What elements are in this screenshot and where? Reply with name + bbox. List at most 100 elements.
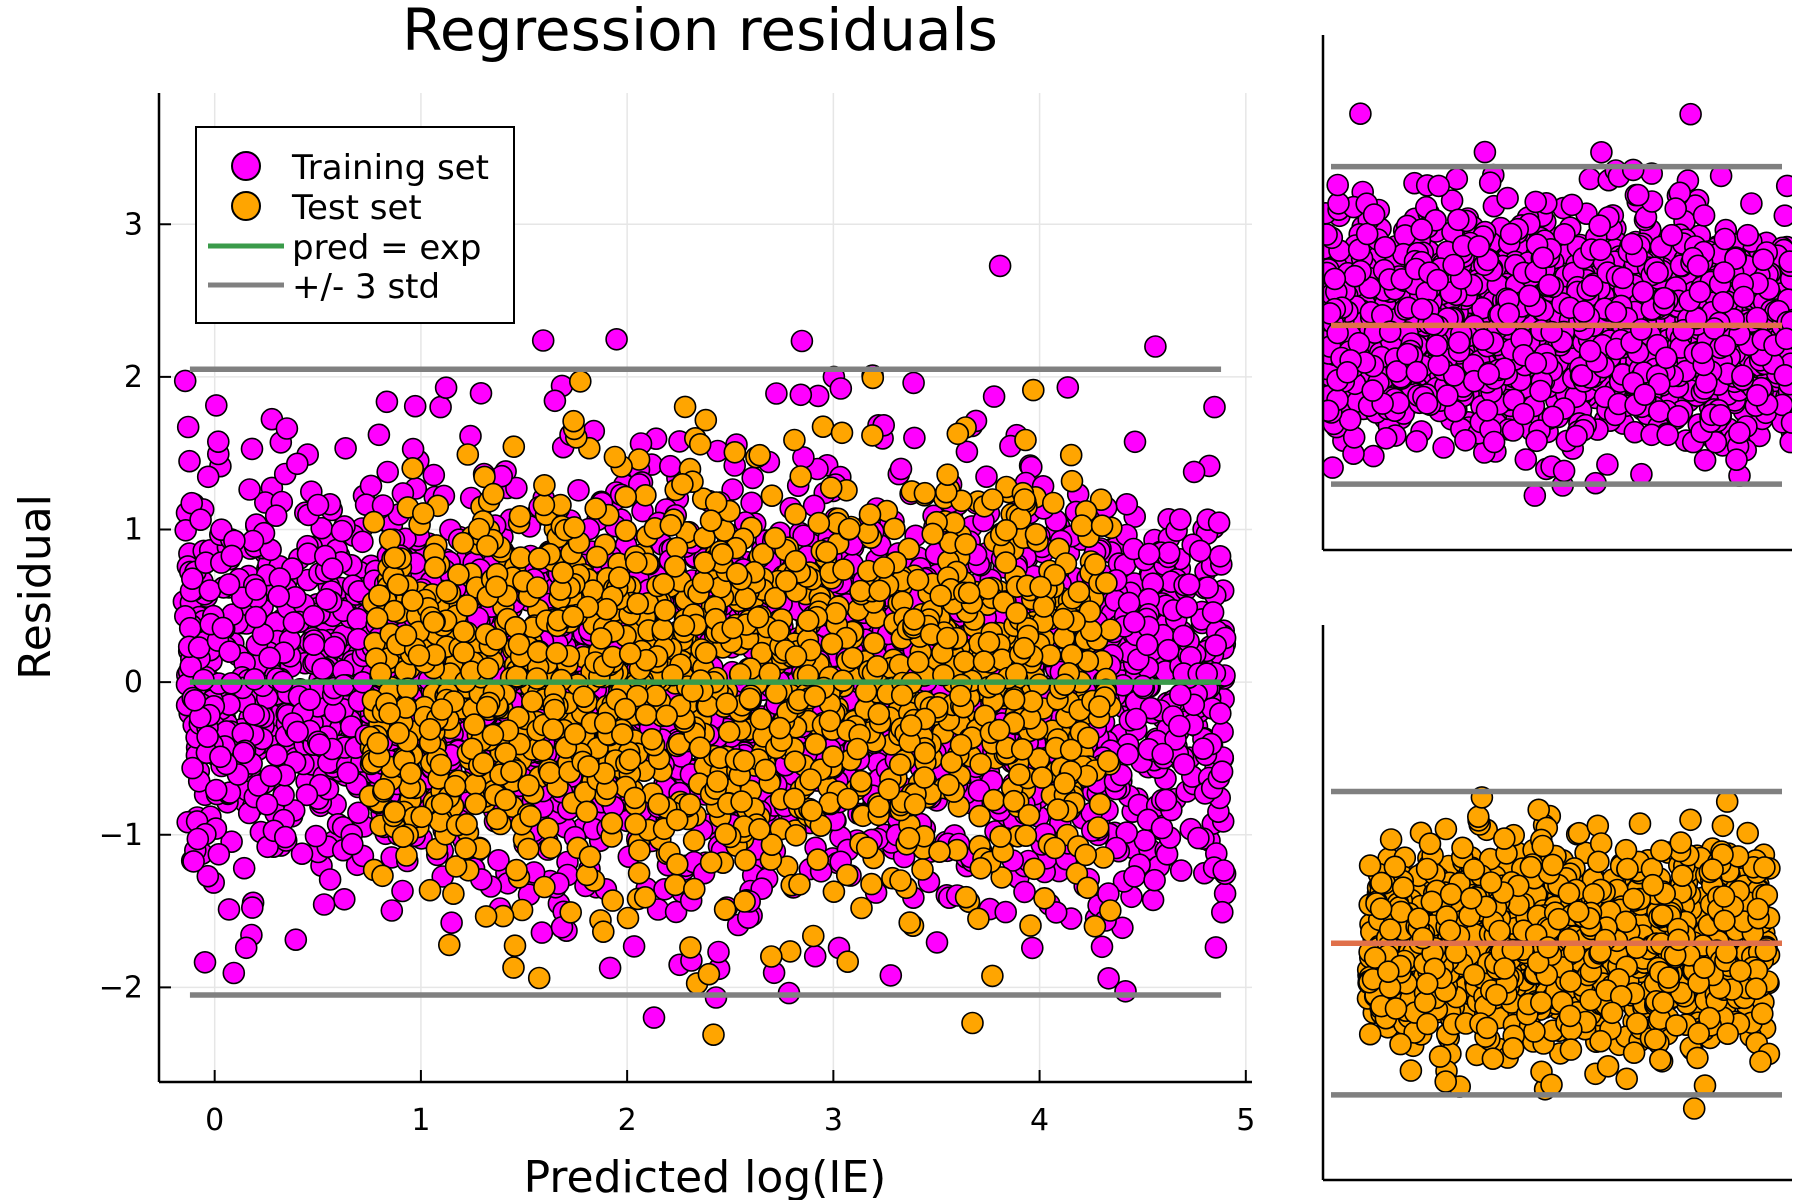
training-point [259, 764, 283, 788]
training-point [434, 376, 458, 400]
test-point [464, 792, 488, 816]
test-point [936, 463, 959, 487]
training-point [286, 720, 309, 744]
test-point [1096, 749, 1120, 773]
test-point [832, 558, 855, 581]
test-point [868, 579, 892, 603]
test-point [399, 761, 423, 785]
test-point [982, 788, 1006, 812]
training-point [1157, 638, 1180, 662]
test-point [485, 807, 509, 831]
test-point [672, 614, 696, 638]
test-point [849, 579, 872, 603]
test-point [913, 741, 937, 765]
test-point [954, 532, 978, 556]
test-point [628, 839, 651, 862]
test-point [866, 654, 889, 678]
test-point [751, 542, 775, 566]
test-point [969, 856, 993, 880]
training-point [1208, 544, 1232, 568]
training-point [1168, 714, 1191, 738]
training-point [1123, 430, 1147, 454]
test-point [1076, 876, 1099, 900]
test-point [423, 556, 447, 579]
test-point [533, 875, 556, 899]
training-point [264, 504, 288, 528]
training-point [318, 868, 342, 891]
test-point [860, 872, 883, 896]
training-point [925, 931, 949, 954]
test-point [969, 752, 992, 776]
test-point [430, 792, 454, 816]
training-point [1182, 460, 1206, 484]
test-point [531, 738, 554, 762]
test-point [551, 561, 575, 584]
training-point [173, 369, 197, 393]
test-point [789, 465, 813, 488]
y-axis-label: Residual [10, 494, 61, 680]
test-point [888, 753, 912, 777]
test-point [539, 836, 563, 860]
test-point [1008, 763, 1031, 787]
test-point [401, 589, 424, 612]
test-point [533, 473, 556, 497]
training-point [789, 383, 813, 407]
training-point [196, 725, 219, 749]
training-point [429, 395, 452, 419]
training-point [240, 437, 264, 461]
training-point [322, 635, 346, 659]
test-point [1033, 886, 1056, 910]
test-point [819, 476, 843, 500]
test-point [442, 882, 465, 906]
test-point [633, 885, 657, 909]
training-point [241, 896, 264, 919]
test-point [734, 586, 758, 610]
test-point [520, 690, 544, 713]
training-point [321, 557, 344, 581]
test-point [410, 805, 434, 829]
test-point [803, 684, 827, 708]
test-point [972, 650, 996, 673]
test-point [678, 793, 702, 816]
test-point [475, 534, 499, 558]
test-point [778, 940, 802, 963]
test-point [987, 718, 1011, 742]
training-point [218, 640, 241, 664]
training-point [242, 703, 265, 726]
test-point [759, 945, 783, 968]
test-point [937, 773, 960, 797]
test-point [407, 644, 431, 667]
test-point [455, 812, 478, 836]
legend-label-test: Test set [291, 188, 422, 228]
test-point [634, 703, 658, 727]
test-point [796, 609, 820, 633]
test-point [784, 823, 808, 847]
test-point [455, 594, 479, 617]
legend: Training set Test set pred = exp +/- 3 s… [195, 126, 515, 324]
test-point [714, 822, 737, 846]
test-point [476, 657, 500, 680]
test-point [443, 774, 467, 798]
training-point [189, 508, 212, 532]
training-point [1204, 936, 1228, 959]
test-point [883, 517, 906, 541]
test-point [715, 692, 739, 716]
test-points [358, 366, 1123, 1046]
training-point [340, 832, 364, 856]
test-point [877, 778, 901, 801]
test-point [706, 770, 729, 793]
test-point [822, 880, 846, 904]
test-point [801, 924, 825, 948]
test-point [1090, 514, 1114, 538]
test-point [475, 695, 499, 719]
test-point [940, 750, 963, 774]
test-point [391, 825, 415, 849]
training-point [622, 935, 646, 958]
test-point [872, 556, 896, 579]
test-point [1089, 488, 1113, 512]
test-point [1095, 571, 1118, 595]
test-point [1088, 792, 1112, 816]
training-point [176, 415, 200, 439]
training-point [422, 463, 446, 487]
test-point [841, 646, 864, 670]
